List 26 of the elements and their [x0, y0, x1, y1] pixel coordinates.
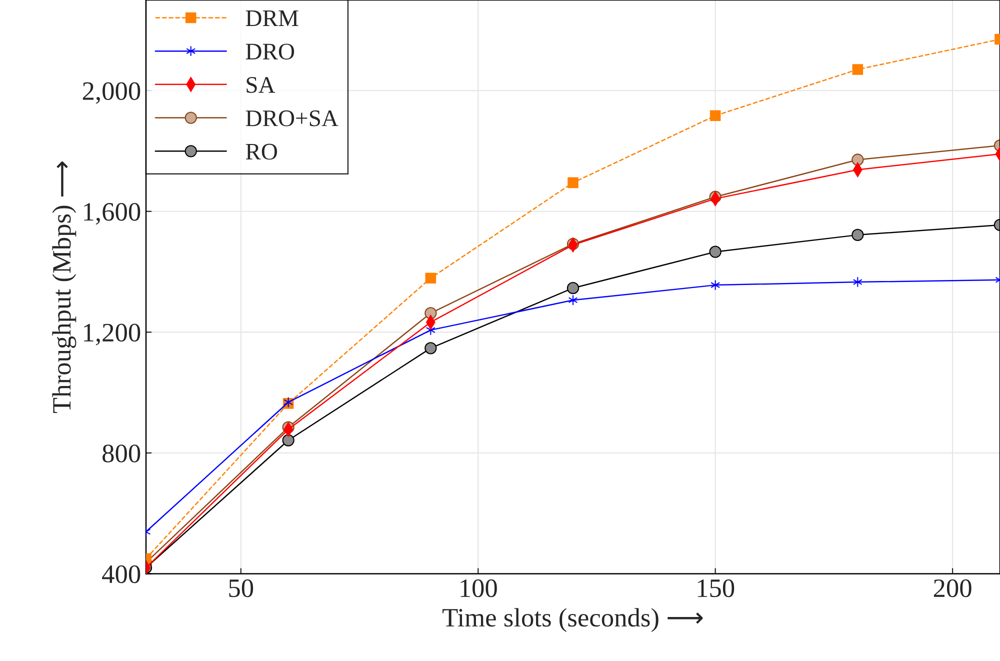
point — [852, 228, 864, 242]
y-tick-label: 400 — [102, 565, 140, 584]
point — [282, 434, 294, 446]
point — [425, 272, 436, 284]
y-axis-title: Throughput (Mbps) ⟶ — [52, 162, 76, 414]
x-tick-label: 150 — [698, 579, 734, 598]
point — [709, 246, 722, 258]
point — [710, 110, 721, 122]
y-tick-label: 800 — [102, 444, 140, 462]
point — [424, 342, 437, 354]
legend-label: DRM — [246, 10, 298, 26]
legend-label: RO — [246, 144, 277, 160]
legend-label: DRO — [246, 44, 294, 60]
legend-label: SA — [246, 77, 276, 93]
x-tick-label: 100 — [460, 579, 497, 598]
x-tick-label: 50 — [229, 579, 254, 598]
legend-label: DRO+SA — [246, 110, 338, 126]
point — [568, 177, 578, 188]
y-tick-label: 1,600 — [84, 202, 140, 225]
point — [852, 154, 864, 166]
y-tick-label: 1,200 — [84, 324, 140, 346]
point — [566, 282, 580, 294]
y-tick-label: 2,000 — [82, 82, 140, 104]
point — [852, 64, 864, 75]
x-tick-label: 200 — [934, 579, 972, 598]
x-axis-title: Time slots (seconds) ⟶ — [442, 608, 703, 632]
